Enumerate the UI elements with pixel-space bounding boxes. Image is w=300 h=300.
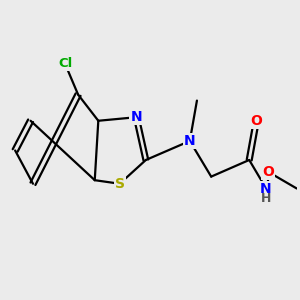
Text: O: O <box>250 114 262 128</box>
Text: N: N <box>260 182 272 196</box>
Text: S: S <box>115 177 125 191</box>
Text: Cl: Cl <box>58 57 72 70</box>
Text: H: H <box>261 192 272 205</box>
Text: N: N <box>130 110 142 124</box>
Text: N: N <box>184 134 196 148</box>
Text: O: O <box>262 165 274 179</box>
